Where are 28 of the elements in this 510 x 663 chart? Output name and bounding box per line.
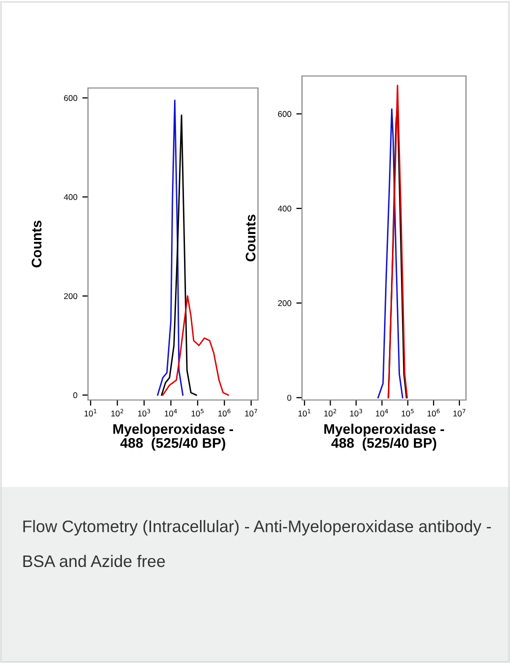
line-series <box>160 114 197 396</box>
x-tick-label: 10$^{5}$ <box>402 408 414 416</box>
y-tick-label: 0 <box>287 394 292 401</box>
y-tick-label: 200 <box>64 293 78 300</box>
y-tick-label: 0 <box>73 392 78 398</box>
x-tick-label: 10$^{2}$ <box>324 408 336 416</box>
x-tick-label: 10$^{7}$ <box>245 408 258 416</box>
y-tick-label: 600 <box>278 111 292 117</box>
y-axis-title: Counts <box>246 214 256 262</box>
x-tick-label: 10$^{2}$ <box>111 408 124 416</box>
text: Flow Cytometry (Intracellular) - Anti-Myeloperoxidase antibody - BSA and Azide free <box>23 520 491 568</box>
x-tick-label: 10$^{6}$ <box>428 408 440 416</box>
y-axis-title: Counts <box>32 220 42 268</box>
x-tick-label: 10$^{7}$ <box>453 408 466 416</box>
x-tick-label: 10$^{6}$ <box>218 408 230 416</box>
x-tick-label: 10$^{4}$ <box>164 408 177 416</box>
x-tick-label: 10$^{5}$ <box>192 408 204 416</box>
x-tick-label: 10$^{1}$ <box>84 408 96 416</box>
y-tick-label: 200 <box>278 300 292 306</box>
x-tick-label: 10$^{3}$ <box>138 408 150 416</box>
x-tick-label: 10$^{3}$ <box>350 408 362 416</box>
x-axis-title: Myeloperoxidase - 488 (525/40 BP) <box>324 424 444 451</box>
x-axis-title: Myeloperoxidase - 488 (525/40 BP) <box>113 424 234 451</box>
x-tick-label: 10$^{1}$ <box>298 408 310 416</box>
y-tick-label: 400 <box>278 206 292 212</box>
y-tick-label: 400 <box>64 194 78 200</box>
x-tick-label: 10$^{4}$ <box>376 408 388 416</box>
y-tick-label: 600 <box>64 95 78 102</box>
